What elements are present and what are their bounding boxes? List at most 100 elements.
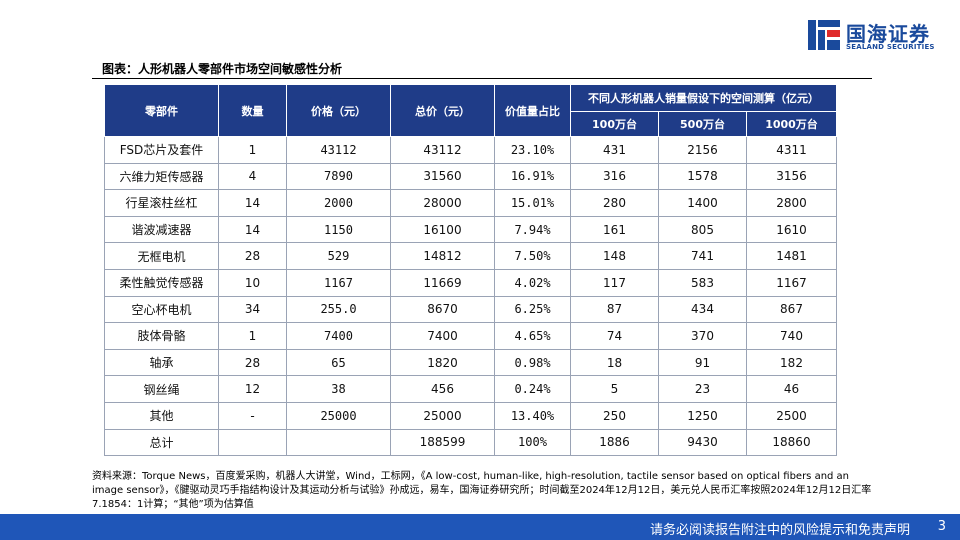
cell-scenario-1000w: 1481 bbox=[745, 242, 838, 270]
cell-total-price: 14812 bbox=[390, 242, 495, 270]
cell-scenario-500w: 23 bbox=[658, 375, 747, 403]
cell-scenario-500w: 741 bbox=[658, 242, 747, 270]
cell-quantity: 10 bbox=[218, 268, 287, 297]
table-row: 轴承 28 65 1820 0.98% 18 91 182 bbox=[104, 348, 838, 377]
cell-component: 轴承 bbox=[104, 348, 219, 377]
cell-price: 255.0 bbox=[286, 295, 391, 324]
cell-scenario-500w: 370 bbox=[658, 322, 747, 350]
cell-component: 柔性触觉传感器 bbox=[104, 268, 219, 297]
cell-total-price: 16100 bbox=[390, 215, 495, 244]
cell-component: 肢体骨骼 bbox=[104, 322, 219, 350]
company-logo: 国海证券 SEALAND SECURITIES bbox=[806, 16, 946, 56]
cell-quantity: 1 bbox=[218, 322, 287, 350]
cell-value-share: 4.65% bbox=[494, 322, 571, 350]
cell-scenario-500w: 9430 bbox=[658, 428, 747, 457]
cell-scenario-1000w: 867 bbox=[745, 295, 838, 324]
cell-value-share: 16.91% bbox=[494, 162, 571, 191]
cell-value-share: 23.10% bbox=[494, 136, 571, 164]
table-row: 其他 -25000 25000 13.40% 250 1250 2500 bbox=[104, 401, 838, 430]
header-component: 零部件 bbox=[104, 84, 219, 137]
cell-scenario-100w: 161 bbox=[570, 215, 659, 244]
cell-price: 2000 bbox=[286, 189, 391, 217]
table-row: 空心杯电机 34 255.0 8670 6.25% 87 434 867 bbox=[104, 295, 838, 324]
cell-scenario-500w: 434 bbox=[658, 295, 747, 324]
cell-scenario-500w: 2156 bbox=[658, 136, 747, 164]
cell-scenario-100w: 5 bbox=[570, 375, 659, 403]
cell-total-price: 1820 bbox=[390, 348, 495, 377]
cell-component: 无框电机 bbox=[104, 242, 219, 270]
table-row: 谐波减速器 14 1150 16100 7.94% 161 805 1610 bbox=[104, 215, 838, 244]
cell-component: 谐波减速器 bbox=[104, 215, 219, 244]
header-total-price: 总价（元） bbox=[390, 84, 495, 137]
cell-component: 其他 bbox=[104, 401, 219, 430]
cell-scenario-1000w: 18860 bbox=[745, 428, 838, 457]
cell-component: 行星滚柱丝杠 bbox=[104, 189, 219, 217]
cell-scenario-500w: 91 bbox=[658, 348, 747, 377]
table-row: 总计 188599 100% 1886 9430 18860 bbox=[104, 428, 838, 457]
cell-scenario-500w: 1250 bbox=[658, 401, 747, 430]
cell-quantity: 28 bbox=[218, 242, 287, 270]
cell-quantity: 28 bbox=[218, 348, 287, 377]
cell-scenario-100w: 250 bbox=[570, 401, 659, 430]
cell-value-share: 7.50% bbox=[494, 242, 571, 270]
cell-total-price: 25000 bbox=[390, 401, 495, 430]
title-divider bbox=[92, 78, 872, 79]
source-note: 资料来源：Torque News，百度爱采购，机器人大讲堂，Wind，工标网，《… bbox=[92, 471, 872, 510]
disclaimer-text: 请务必阅读报告附注中的风险提示和免责声明 bbox=[649, 523, 910, 538]
cell-quantity: 14 bbox=[218, 189, 287, 217]
cell-scenario-1000w: 1610 bbox=[745, 215, 838, 244]
header-price: 价格（元） bbox=[286, 84, 391, 137]
cell-quantity: 34 bbox=[218, 295, 287, 324]
cell-scenario-1000w: 46 bbox=[745, 375, 838, 403]
cell-scenario-100w: 148 bbox=[570, 242, 659, 270]
table-subheader-row: 100万台 500万台 1000万台 bbox=[105, 111, 838, 137]
brand-name-cn: 国海证券 bbox=[846, 22, 930, 46]
header-scenario-1000w: 1000万台 bbox=[745, 111, 838, 137]
cell-quantity: - bbox=[218, 401, 287, 430]
cell-price: 529 bbox=[286, 242, 391, 270]
cell-price: 65 bbox=[286, 348, 391, 377]
cell-scenario-500w: 805 bbox=[658, 215, 747, 244]
cell-component: 空心杯电机 bbox=[104, 295, 219, 324]
cell-scenario-100w: 117 bbox=[570, 268, 659, 297]
cell-scenario-100w: 1886 bbox=[570, 428, 659, 457]
cell-scenario-100w: 316 bbox=[570, 162, 659, 191]
cell-price: 38 bbox=[286, 375, 391, 403]
cell-total-price: 31560 bbox=[390, 162, 495, 191]
header-scenario-100w: 100万台 bbox=[570, 111, 659, 137]
cell-scenario-500w: 1578 bbox=[658, 162, 747, 191]
cell-scenario-1000w: 740 bbox=[745, 322, 838, 350]
cell-total-price: 7400 bbox=[390, 322, 495, 350]
cell-price bbox=[286, 428, 391, 457]
cell-price: 1150 bbox=[286, 215, 391, 244]
table-row: 钢丝绳 12 38 456 0.24% 5 23 46 bbox=[104, 375, 838, 403]
figure-title: 图表：人形机器人零部件市场空间敏感性分析 bbox=[102, 62, 343, 76]
cell-value-share: 4.02% bbox=[494, 268, 571, 297]
market-sensitivity-table: 零部件 数量 价格（元） 总价（元） 价值量占比 不同人形机器人销量假设下的空间… bbox=[104, 84, 838, 457]
table-row: 无框电机 28 529 14812 7.50% 148 741 1481 bbox=[104, 242, 838, 270]
cell-value-share: 100% bbox=[494, 428, 571, 457]
cell-scenario-1000w: 3156 bbox=[745, 162, 838, 191]
table-row: 行星滚柱丝杠 14 2000 28000 15.01% 280 1400 2800 bbox=[104, 189, 838, 217]
cell-scenario-1000w: 1167 bbox=[745, 268, 838, 297]
cell-scenario-100w: 87 bbox=[570, 295, 659, 324]
cell-quantity: 12 bbox=[218, 375, 287, 403]
cell-scenario-1000w: 4311 bbox=[745, 136, 838, 164]
cell-component: FSD芯片及套件 bbox=[104, 136, 219, 164]
cell-value-share: 6.25% bbox=[494, 295, 571, 324]
cell-price: 7890 bbox=[286, 162, 391, 191]
cell-total-price: 8670 bbox=[390, 295, 495, 324]
cell-total-price: 188599 bbox=[390, 428, 495, 457]
sealand-logo-icon bbox=[808, 20, 840, 50]
cell-quantity: 1 bbox=[218, 136, 287, 164]
cell-component: 总计 bbox=[104, 428, 219, 457]
cell-value-share: 15.01% bbox=[494, 189, 571, 217]
cell-scenario-500w: 1400 bbox=[658, 189, 747, 217]
cell-total-price: 11669 bbox=[390, 268, 495, 297]
cell-quantity bbox=[218, 428, 287, 457]
cell-total-price: 456 bbox=[390, 375, 495, 403]
cell-total-price: 28000 bbox=[390, 189, 495, 217]
cell-price: 43112 bbox=[286, 136, 391, 164]
header-value-share: 价值量占比 bbox=[494, 84, 571, 137]
cell-scenario-500w: 583 bbox=[658, 268, 747, 297]
